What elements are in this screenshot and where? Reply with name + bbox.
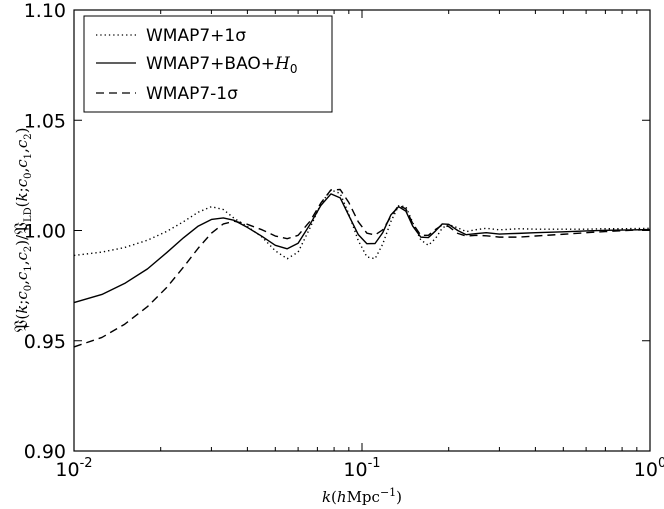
legend-box <box>83 15 333 113</box>
series-line-dashed <box>73 188 651 348</box>
y-tick-label: 1.10 <box>24 0 66 22</box>
ticks-layer: 0.90 0.95 1.00 1.05 1.10 10-2 10-1 100 <box>24 0 664 481</box>
series-layer <box>73 188 651 348</box>
x-tick-label: 100 <box>634 456 664 481</box>
legend-label-wmap7-plus: WMAP7+1σ <box>146 26 246 46</box>
y-tick-label: 0.90 <box>24 441 66 463</box>
legend: WMAP7+1σ WMAP7+BAO+H0 WMAP7-1σ <box>83 15 333 113</box>
y-tick-label: 1.05 <box>24 110 66 132</box>
legend-label-wmap7-bao-h0: WMAP7+BAO+H0 <box>146 54 298 76</box>
y-tick-label: 1.00 <box>24 221 66 243</box>
series-line-solid <box>73 193 651 304</box>
y-axis-label: 𝔓(k;c0,c1,c2)/𝔓LD(k;c0,c1,c2) <box>11 128 34 333</box>
y-tick-label: 0.95 <box>24 331 66 353</box>
x-tick-label: 10-1 <box>343 456 380 481</box>
series-line-dotted <box>73 189 651 260</box>
legend-label-wmap7-minus: WMAP7-1σ <box>146 84 238 104</box>
x-tick-label: 10-2 <box>55 456 92 481</box>
x-axis-label: k(hMpc−1) <box>322 486 402 506</box>
